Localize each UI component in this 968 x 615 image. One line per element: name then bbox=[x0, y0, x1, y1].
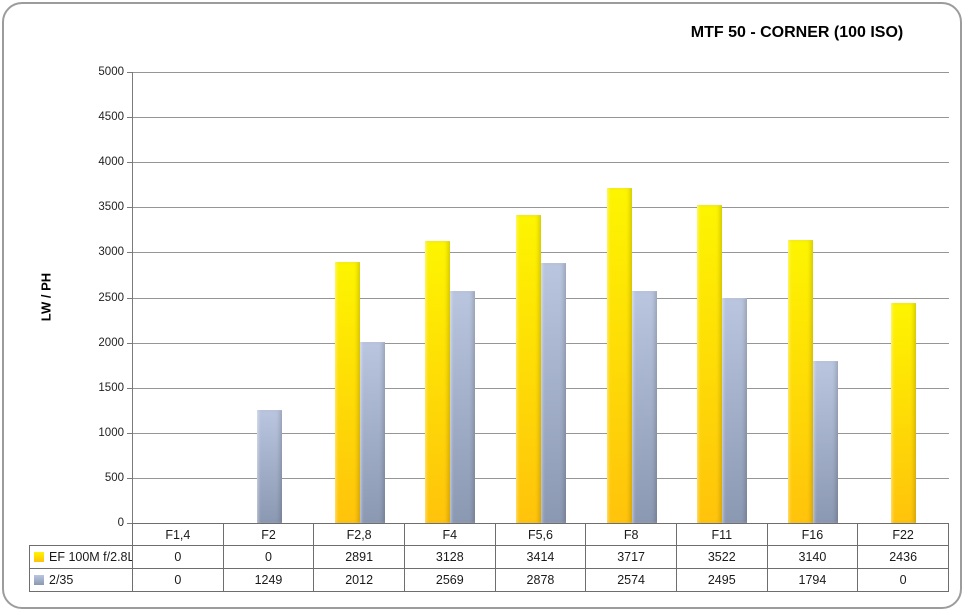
table-value-2/35-F16: 1794 bbox=[766, 568, 859, 592]
category-column-F22 bbox=[858, 72, 949, 523]
bar-2/35-F16 bbox=[813, 361, 839, 523]
table-value-EF-100M-f/2.8L-F2: 0 bbox=[222, 545, 315, 569]
table-value-2/35-F1,4: 0 bbox=[132, 568, 224, 592]
legend-cell-EF-100M-f/2.8L: EF 100M f/2.8L bbox=[29, 545, 133, 569]
y-axis-label-500: 500 bbox=[104, 471, 124, 484]
table-value-EF-100M-f/2.8L-F11: 3522 bbox=[675, 545, 768, 569]
bar-2/35-F2 bbox=[256, 410, 282, 523]
y-tick-500 bbox=[127, 477, 132, 479]
y-tick-0 bbox=[127, 523, 132, 524]
y-tick-2000 bbox=[127, 342, 132, 344]
category-column-F1,4 bbox=[133, 72, 224, 523]
category-column-F5,6 bbox=[496, 72, 587, 523]
category-column-F4 bbox=[405, 72, 496, 523]
bar-EF-100M-f/2.8L-F5,6 bbox=[516, 215, 542, 523]
category-column-F11 bbox=[677, 72, 768, 523]
table-value-EF-100M-f/2.8L-F5,6: 3414 bbox=[494, 545, 587, 569]
bar-EF-100M-f/2.8L-F4 bbox=[425, 240, 451, 523]
bar-EF-100M-f/2.8L-F8 bbox=[606, 187, 632, 523]
table-value-2/35-F22: 0 bbox=[857, 568, 949, 592]
gridline-4000 bbox=[133, 162, 949, 164]
legend-swatch-icon bbox=[34, 552, 44, 562]
bar-EF-100M-f/2.8L-F16 bbox=[788, 239, 814, 523]
y-axis-title: LW / PH bbox=[38, 272, 54, 322]
category-column-F16 bbox=[768, 72, 859, 523]
y-tick-2500 bbox=[127, 297, 132, 299]
chart-card: MTF 50 - CORNER (100 ISO) LW / PH 0 500 10… bbox=[2, 2, 962, 609]
y-axis-label-5000: 5000 bbox=[98, 66, 124, 78]
table-row: EF 100M f/2.8L 0 0 2891 3128 3414 3717 3522 3140… bbox=[29, 545, 949, 569]
y-axis-label-3500: 3500 bbox=[98, 201, 124, 214]
y-tick-1000 bbox=[127, 432, 132, 434]
legend-label: 2/35 bbox=[49, 573, 74, 587]
bar-2/35-F8 bbox=[631, 290, 657, 523]
y-axis-label-1500: 1500 bbox=[98, 381, 124, 394]
table-value-EF-100M-f/2.8L-F1,4: 0 bbox=[132, 545, 224, 569]
table-header-F22: F22 bbox=[857, 523, 949, 546]
y-tick-3000 bbox=[127, 252, 132, 254]
table-value-2/35-F5,6: 2878 bbox=[494, 568, 587, 592]
category-column-F2 bbox=[224, 72, 315, 523]
y-tick-3500 bbox=[127, 207, 132, 209]
y-axis-label-2500: 2500 bbox=[98, 291, 124, 304]
table-value-2/35-F4: 2569 bbox=[403, 568, 496, 592]
legend-label: EF 100M f/2.8L bbox=[49, 550, 133, 564]
table-value-EF-100M-f/2.8L-F4: 3128 bbox=[403, 545, 496, 569]
table-header-F4: F4 bbox=[403, 523, 496, 546]
y-axis-label-2000: 2000 bbox=[98, 336, 124, 349]
category-column-F2,8 bbox=[314, 72, 405, 523]
gridline-4500 bbox=[133, 117, 949, 119]
bar-2/35-F11 bbox=[722, 297, 748, 523]
table-value-EF-100M-f/2.8L-F8: 3717 bbox=[585, 545, 677, 569]
table-value-2/35-F11: 2495 bbox=[675, 568, 768, 592]
y-tick-5000 bbox=[127, 72, 132, 73]
table-value-EF-100M-f/2.8L-F16: 3140 bbox=[766, 545, 859, 569]
y-axis-label-4500: 4500 bbox=[98, 111, 124, 124]
table-header-F11: F11 bbox=[675, 523, 768, 546]
table-value-2/35-F8: 2574 bbox=[585, 568, 677, 592]
table-value-EF-100M-f/2.8L-F2,8: 2891 bbox=[313, 545, 405, 569]
y-tick-4000 bbox=[127, 162, 132, 164]
table-value-2/35-F2: 1249 bbox=[222, 568, 315, 592]
table-header-F2,8: F2,8 bbox=[313, 523, 405, 546]
y-axis-label-4000: 4000 bbox=[98, 156, 124, 169]
table-corner-empty bbox=[30, 524, 133, 546]
chart-title: MTF 50 - CORNER (100 ISO) bbox=[690, 24, 904, 41]
bar-2/35-F5,6 bbox=[541, 263, 567, 523]
bar-2/35-F4 bbox=[450, 291, 476, 523]
bar-EF-100M-f/2.8L-F2,8 bbox=[334, 262, 360, 523]
data-table: F1,4 F2 F2,8 F4 F5,6 F8 F11 F16 F22 EF 100M f/2.8… bbox=[29, 523, 949, 592]
legend-cell-2/35: 2/35 bbox=[29, 568, 133, 592]
gridline-3500 bbox=[133, 207, 949, 209]
table-header-F2: F2 bbox=[222, 523, 315, 546]
bar-EF-100M-f/2.8L-F11 bbox=[697, 205, 723, 523]
legend-swatch-icon bbox=[34, 575, 44, 585]
table-header-F1,4: F1,4 bbox=[132, 523, 224, 546]
bar-series-container bbox=[133, 72, 949, 523]
category-column-F8 bbox=[586, 72, 677, 523]
y-tick-4500 bbox=[127, 117, 132, 119]
bar-2/35-F2,8 bbox=[359, 341, 385, 523]
table-row: 2/35 0 1249 2012 2569 2878 2574 2495 1794 0 bbox=[29, 568, 949, 592]
table-header-F5,6: F5,6 bbox=[494, 523, 587, 546]
table-header-F8: F8 bbox=[585, 523, 677, 546]
bar-EF-100M-f/2.8L-F22 bbox=[891, 303, 917, 523]
y-axis-label-3000: 3000 bbox=[98, 246, 124, 259]
plot-area bbox=[127, 72, 949, 524]
y-axis-label-0: 0 bbox=[117, 517, 124, 529]
y-tick-1500 bbox=[127, 387, 132, 389]
table-value-EF-100M-f/2.8L-F22: 2436 bbox=[857, 545, 949, 569]
table-header-F16: F16 bbox=[766, 523, 859, 546]
table-value-2/35-F2,8: 2012 bbox=[313, 568, 405, 592]
gridline-5000 bbox=[133, 72, 949, 73]
y-axis-label-1000: 1000 bbox=[98, 426, 124, 439]
